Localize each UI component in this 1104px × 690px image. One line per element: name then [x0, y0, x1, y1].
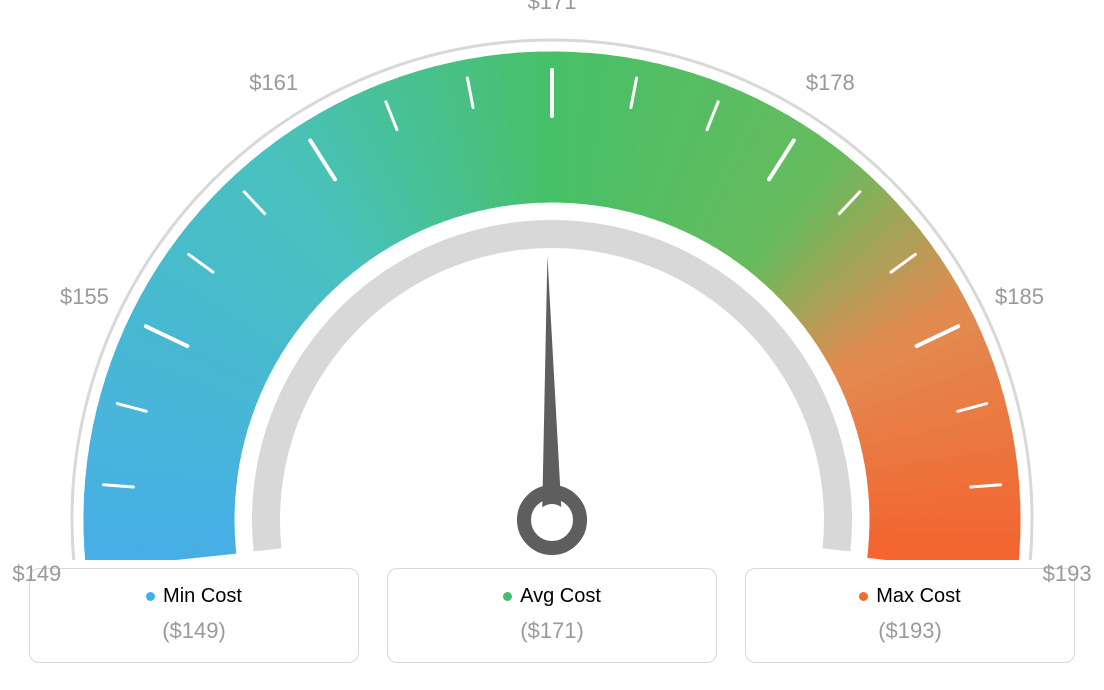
legend-avg-title: Avg Cost [503, 585, 601, 608]
legend-min-value: ($149) [40, 618, 348, 644]
gauge-tick-label: $193 [1043, 561, 1092, 587]
gauge-tick-label: $185 [995, 284, 1044, 310]
legend-max-title: Max Cost [859, 585, 960, 608]
legend-card-avg: Avg Cost ($171) [387, 568, 717, 663]
legend-min-label: Min Cost [163, 585, 242, 608]
legend-max-label: Max Cost [876, 585, 960, 608]
legend-min-title: Min Cost [146, 585, 242, 608]
cost-gauge: $149$155$161$171$178$185$193 [0, 0, 1104, 560]
legend-card-max: Max Cost ($193) [745, 568, 1075, 663]
legend-row: Min Cost ($149) Avg Cost ($171) Max Cost… [0, 568, 1104, 663]
legend-avg-value: ($171) [398, 618, 706, 644]
legend-avg-label: Avg Cost [520, 585, 601, 608]
gauge-tick-label: $161 [249, 70, 298, 96]
gauge-tick-label: $171 [528, 0, 577, 15]
gauge-tick-label: $178 [806, 70, 855, 96]
legend-card-min: Min Cost ($149) [29, 568, 359, 663]
legend-max-dot-icon [859, 592, 868, 601]
legend-max-value: ($193) [756, 618, 1064, 644]
gauge-tick-label: $149 [12, 561, 61, 587]
legend-avg-dot-icon [503, 592, 512, 601]
gauge-tick-label: $155 [60, 284, 109, 310]
gauge-svg [0, 0, 1104, 560]
legend-min-dot-icon [146, 592, 155, 601]
